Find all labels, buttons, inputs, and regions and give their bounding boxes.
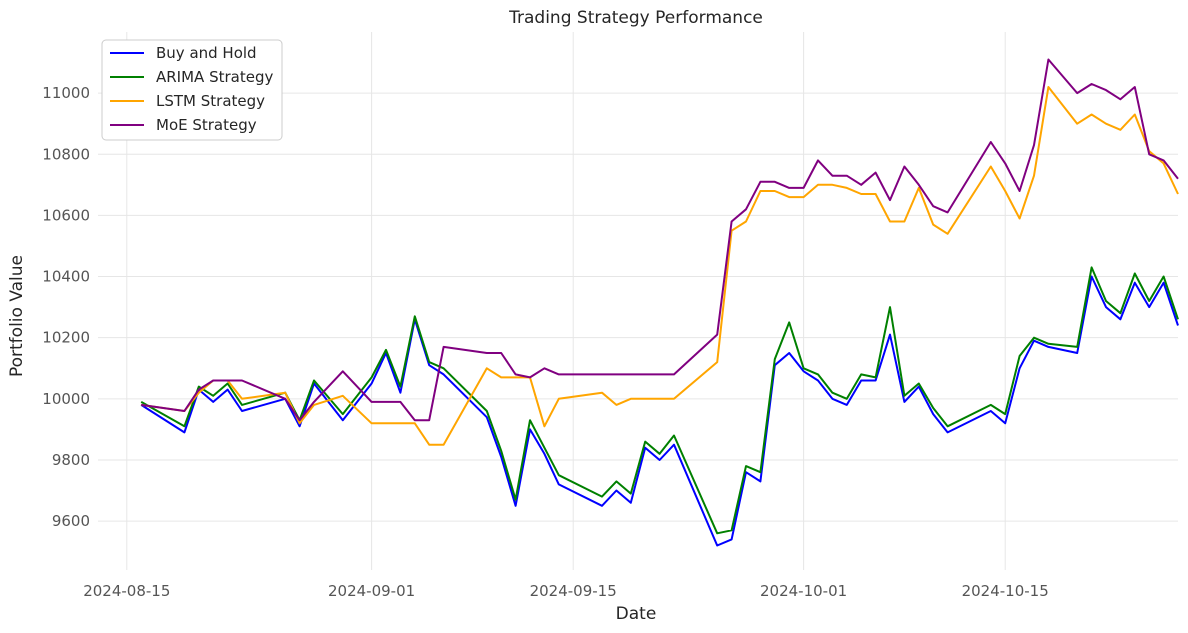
x-tick-label: 2024-10-01 [760,582,847,600]
y-tick-label: 9800 [52,451,90,469]
y-tick-label: 10200 [42,329,90,347]
x-tick-label: 2024-10-15 [962,582,1049,600]
x-axis-label: Date [616,604,657,624]
legend-label-moe-strategy: MoE Strategy [156,116,257,134]
series-line-lstm-strategy [141,86,1179,446]
y-tick-label: 10600 [42,206,90,224]
y-tick-labels: 9600 9800 10000 10200 10400 10600 10800 11000 [42,84,90,530]
legend: Buy and Hold ARIMA Strategy LSTM Strategy M… [101,39,283,141]
x-tick-label: 2024-09-01 [328,582,415,600]
y-gridlines [98,92,1178,522]
x-tick-label: 2024-09-15 [530,582,617,600]
series-line-moe-strategy [141,58,1179,422]
y-tick-label: 10400 [42,268,90,286]
series-line-arima-strategy [140,266,1179,535]
x-tick-labels: 2024-08-15 2024-09-01 2024-09-15 2024-10-01… [83,582,1049,600]
legend-label-arima-strategy: ARIMA Strategy [156,68,273,86]
legend-label-lstm-strategy: LSTM Strategy [156,92,265,110]
y-tick-label: 10000 [42,390,90,408]
legend-box [101,39,283,141]
chart-title: Trading Strategy Performance [508,8,763,28]
y-tick-label: 9600 [52,512,90,530]
series-line-buy-and-hold [140,275,1179,547]
series-layer [140,58,1179,547]
y-axis-label: Portfolio Value [7,255,27,377]
y-tick-label: 11000 [42,84,90,102]
legend-label-buy-and-hold: Buy and Hold [156,44,257,62]
x-tick-label: 2024-08-15 [83,582,170,600]
y-tick-label: 10800 [42,145,90,163]
